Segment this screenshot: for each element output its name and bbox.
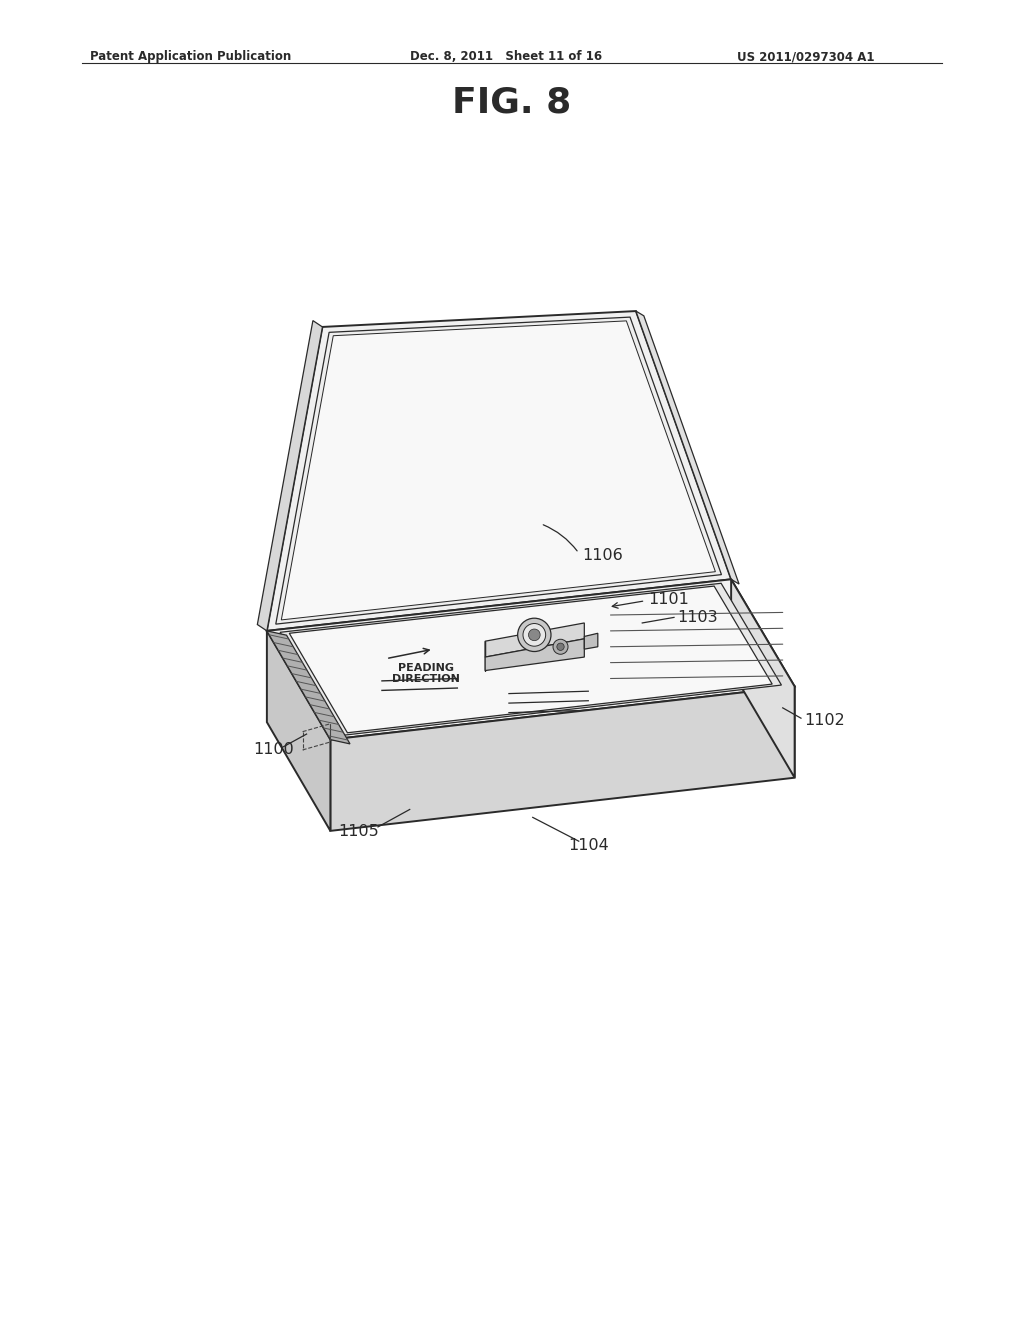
Text: 1102: 1102 [804,713,845,729]
Polygon shape [585,634,598,649]
Circle shape [553,639,568,655]
Polygon shape [290,586,772,733]
Text: 1103: 1103 [677,610,718,624]
Text: US 2011/0297304 A1: US 2011/0297304 A1 [737,50,874,63]
Text: 1106: 1106 [582,548,623,564]
Polygon shape [282,321,716,620]
Text: PEADING
DIRECTION: PEADING DIRECTION [391,663,460,684]
Polygon shape [485,623,585,657]
Polygon shape [275,317,722,624]
Circle shape [523,623,546,647]
Text: 1100: 1100 [253,742,294,758]
Polygon shape [731,579,795,777]
Polygon shape [281,583,781,735]
Text: 1101: 1101 [648,591,689,607]
FancyArrowPatch shape [544,525,578,550]
Polygon shape [257,321,323,631]
Polygon shape [636,312,739,583]
Polygon shape [485,639,585,671]
Text: 1105: 1105 [338,824,379,840]
Polygon shape [267,631,331,830]
Polygon shape [267,579,795,739]
Polygon shape [331,686,795,830]
Text: FIG. 8: FIG. 8 [453,86,571,120]
Circle shape [557,643,564,651]
Text: 1104: 1104 [568,838,608,853]
Circle shape [518,618,551,652]
Polygon shape [267,631,350,744]
Text: Patent Application Publication: Patent Application Publication [90,50,292,63]
Circle shape [528,630,540,640]
Polygon shape [267,312,731,631]
Text: Dec. 8, 2011   Sheet 11 of 16: Dec. 8, 2011 Sheet 11 of 16 [410,50,602,63]
